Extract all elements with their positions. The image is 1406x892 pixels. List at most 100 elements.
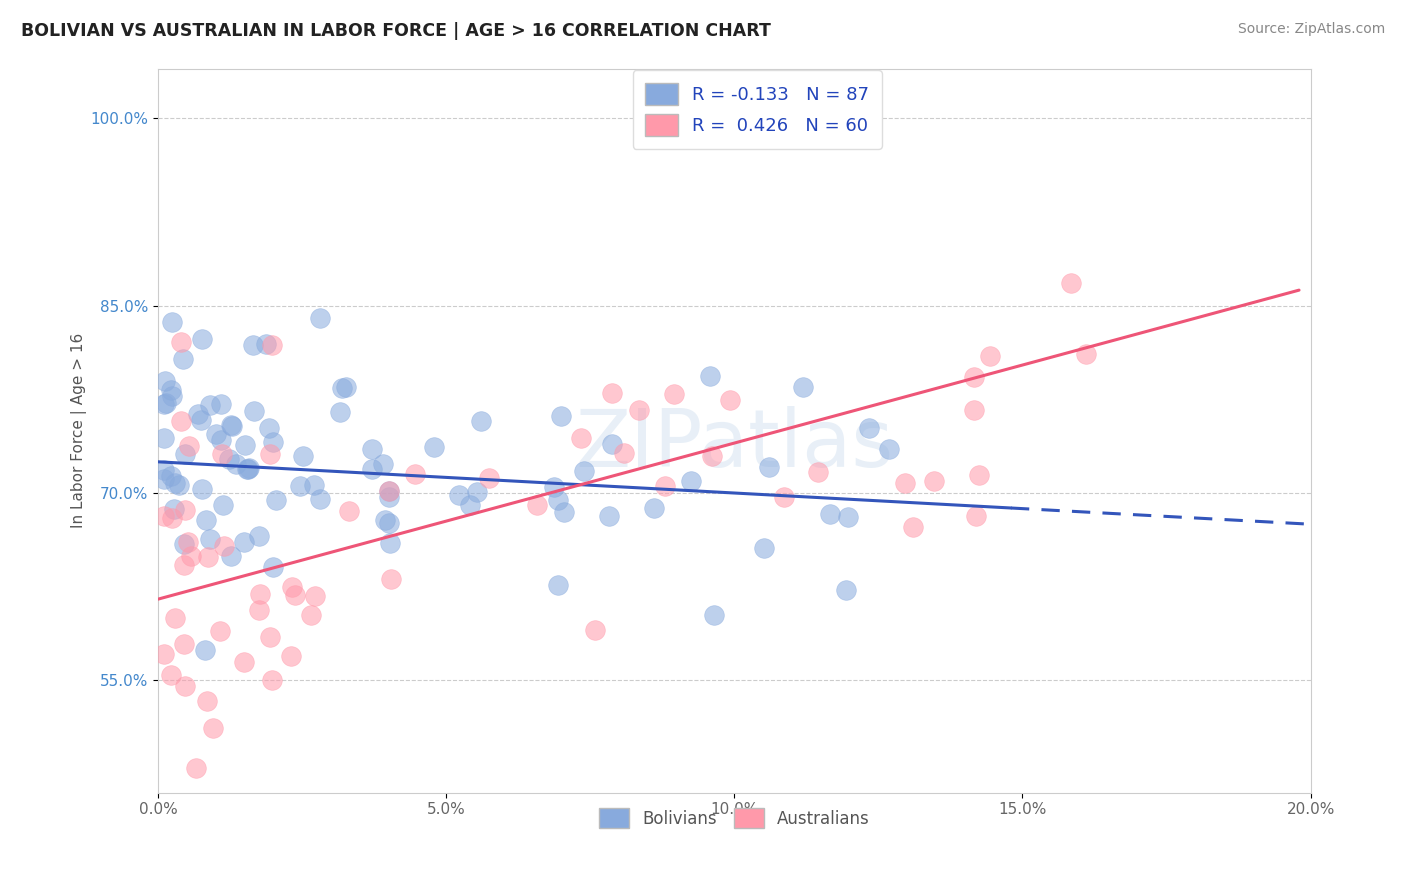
Point [299,607,322,622]
Point [304,589,326,603]
Point [165,476,187,491]
Point [238,461,260,475]
Point [1074,347,1097,361]
Point [177,439,200,453]
Point [470,414,492,428]
Point [160,667,183,681]
Point [377,483,399,498]
Point [160,383,183,397]
Point [187,407,209,421]
Point [174,447,197,461]
Point [290,478,312,492]
Point [602,386,624,401]
Point [963,370,986,384]
Point [153,463,176,477]
Point [877,442,900,457]
Point [380,572,402,586]
Point [211,447,233,461]
Point [174,503,197,517]
Point [260,673,283,687]
Point [254,337,277,351]
Point [232,535,254,549]
Point [377,491,399,505]
Point [371,457,394,471]
Point [963,403,986,417]
Point [209,397,232,411]
Point [526,499,548,513]
Point [571,431,593,445]
Point [378,483,401,498]
Point [235,438,257,452]
Point [699,368,721,383]
Point [232,655,254,669]
Point [165,611,187,625]
Point [198,532,221,546]
Point [330,381,353,395]
Point [242,404,264,418]
Point [792,379,814,393]
Point [236,462,259,476]
Point [979,349,1001,363]
Text: BOLIVIAN VS AUSTRALIAN IN LABOR FORCE | AGE > 16 CORRELATION CHART: BOLIVIAN VS AUSTRALIAN IN LABOR FORCE | … [21,22,770,40]
Point [308,311,330,326]
Point [180,549,202,564]
Point [264,492,287,507]
Point [262,560,284,574]
Point [681,474,703,488]
Point [249,587,271,601]
Point [718,392,741,407]
Point [281,580,304,594]
Point [284,588,307,602]
Legend: Bolivians, Australians: Bolivians, Australians [592,801,876,835]
Point [758,459,780,474]
Point [218,451,240,466]
Point [159,469,181,483]
Point [160,389,183,403]
Point [309,491,332,506]
Point [374,513,396,527]
Point [818,507,841,521]
Point [613,446,636,460]
Point [600,436,623,450]
Point [465,484,488,499]
Point [361,462,384,476]
Point [547,578,569,592]
Point [404,467,426,482]
Point [837,509,859,524]
Point [967,467,990,482]
Point [200,398,222,412]
Point [835,583,858,598]
Point [337,504,360,518]
Y-axis label: In Labor Force | Age > 16: In Labor Force | Age > 16 [72,333,87,528]
Point [153,431,176,445]
Point [209,624,232,638]
Point [894,475,917,490]
Point [478,471,501,485]
Point [627,403,650,417]
Point [752,541,775,555]
Point [922,474,945,488]
Point [662,386,685,401]
Point [700,449,723,463]
Point [583,624,606,638]
Point [247,529,270,543]
Point [807,465,830,479]
Point [598,509,620,524]
Point [643,501,665,516]
Point [1060,276,1083,290]
Point [259,421,281,435]
Point [212,499,235,513]
Point [212,539,235,553]
Point [221,418,243,433]
Point [167,478,190,492]
Point [547,493,569,508]
Point [194,643,217,657]
Point [190,332,212,346]
Point [170,334,193,349]
Point [259,630,281,644]
Point [205,426,228,441]
Point [553,505,575,519]
Point [262,338,284,352]
Point [965,508,987,523]
Point [280,648,302,663]
